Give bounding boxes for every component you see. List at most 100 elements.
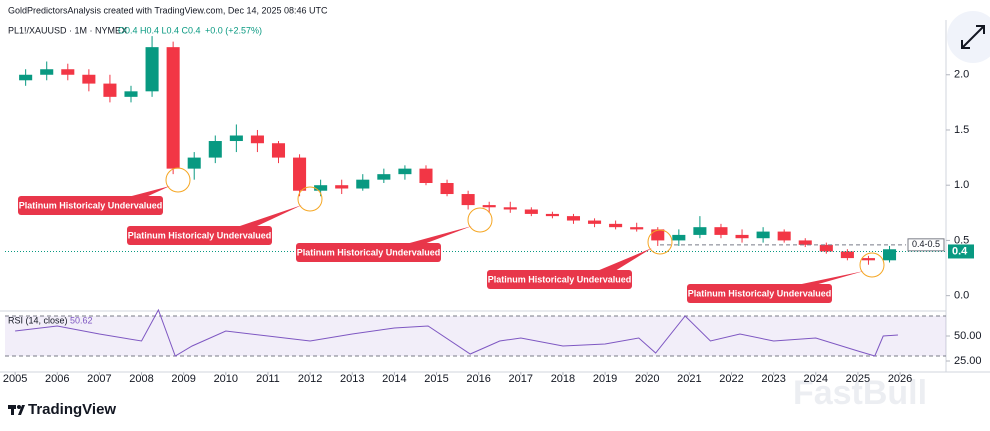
x-tick-label: 2005 <box>3 373 27 385</box>
candle-body <box>145 47 159 92</box>
candle-body <box>250 135 264 144</box>
candle-body <box>882 249 897 261</box>
candle-body <box>440 182 454 195</box>
callout-pointer <box>797 271 864 285</box>
candle-body <box>840 251 854 259</box>
candle-body <box>124 91 138 97</box>
candle-body <box>187 157 201 169</box>
candle-body <box>545 213 559 217</box>
current-price-label: 0.4 <box>952 245 968 257</box>
callout-box <box>487 270 632 289</box>
x-tick-label: 2012 <box>298 373 322 385</box>
candle-body <box>630 227 644 230</box>
x-tick-label: 2025 <box>846 373 870 385</box>
credit: GoldPredictorsAnalysis created with Trad… <box>8 5 328 15</box>
candle-body <box>651 229 665 241</box>
highlight-circle <box>859 252 885 278</box>
x-tick-label: 2015 <box>424 373 448 385</box>
candle-body <box>335 185 349 189</box>
callout-pointer <box>597 248 652 271</box>
rsi-band <box>5 316 946 356</box>
candle-body <box>861 258 875 261</box>
x-tick-label: 2022 <box>719 373 743 385</box>
candle-body <box>377 174 391 180</box>
logo-icon <box>8 405 25 415</box>
candle-body <box>229 135 243 142</box>
x-tick-label: 2013 <box>340 373 364 385</box>
fullscreen-button[interactable] <box>947 11 990 63</box>
callout-text: Platinum Historicaly Undervalued <box>128 230 272 240</box>
candle-body <box>735 234 749 239</box>
candle-body <box>103 83 117 97</box>
change: +0.0 (+2.57%) <box>205 25 262 35</box>
watermark: FastBull <box>793 374 927 412</box>
range-label: 0.4-0.5 <box>912 239 940 249</box>
x-tick-label: 2017 <box>509 373 533 385</box>
x-tick-label: 2007 <box>87 373 111 385</box>
rsi-title: RSI (14, close) <box>8 315 68 325</box>
candle-body <box>566 216 581 221</box>
candle-body <box>208 141 222 158</box>
x-tick-label: 2011 <box>256 373 280 385</box>
callout-box <box>18 196 163 215</box>
y-tick-label: 2.0 <box>954 69 969 81</box>
range-badge <box>907 238 945 252</box>
candle-body <box>503 207 517 210</box>
callout-text: Platinum Historicaly Undervalued <box>688 288 832 298</box>
callout-pointer <box>406 226 472 244</box>
x-tick-label: 2021 <box>677 373 701 385</box>
candle-body <box>756 231 770 239</box>
candle-body <box>588 220 602 224</box>
y-tick-label: 1.0 <box>954 179 969 191</box>
candle-body <box>524 209 538 214</box>
callout-box <box>687 284 832 303</box>
candle-body <box>609 223 623 228</box>
symbol: PL1!/XAUUSD · 1M · NYMEX <box>8 25 127 35</box>
candle-body <box>271 143 286 158</box>
candle-body <box>693 227 707 235</box>
current-price-badge <box>948 244 974 259</box>
candle-body <box>61 69 75 75</box>
x-tick-label: 2023 <box>761 373 785 385</box>
ohlc: O0.4 H0.4 L0.4 C0.4 <box>118 25 201 35</box>
candle-body <box>19 74 33 81</box>
x-tick-label: 2018 <box>551 373 575 385</box>
rsi-line <box>15 308 898 357</box>
callout-text: Platinum Historicaly Undervalued <box>488 274 632 284</box>
x-tick-label: 2026 <box>888 373 912 385</box>
highlight-circle <box>647 229 673 255</box>
candle-body <box>777 231 791 241</box>
rsi-value: 50.62 <box>70 315 93 325</box>
x-tick-label: 2009 <box>171 373 195 385</box>
x-tick-label: 2010 <box>214 373 238 385</box>
callout-text: Platinum Historicaly Undervalued <box>297 247 441 257</box>
candle-body <box>166 47 180 169</box>
candle-body <box>461 194 475 206</box>
candle-body <box>356 179 370 189</box>
logo-text: TradingView <box>28 401 116 418</box>
candle-body <box>293 157 307 191</box>
x-tick-label: 2024 <box>804 373 828 385</box>
y-tick-label: 25.00 <box>954 355 982 367</box>
callout-pointer <box>237 205 302 227</box>
candle-body <box>672 234 686 241</box>
y-tick-label: 50.00 <box>954 330 982 342</box>
y-tick-label: 0.0 <box>954 290 969 302</box>
callout-box <box>296 243 441 262</box>
candle-body <box>314 185 328 191</box>
candle-body <box>82 74 96 84</box>
x-tick-label: 2014 <box>382 373 406 385</box>
x-tick-label: 2020 <box>635 373 659 385</box>
x-tick-label: 2006 <box>45 373 69 385</box>
candle-body <box>482 205 496 208</box>
candle-body <box>398 168 412 175</box>
candle-body <box>40 69 54 75</box>
x-tick-label: 2016 <box>466 373 490 385</box>
x-tick-label: 2019 <box>593 373 617 385</box>
x-tick-label: 2008 <box>129 373 153 385</box>
highlight-circle <box>467 207 493 233</box>
highlight-circle <box>165 167 191 193</box>
y-tick-label: 0.5 <box>954 234 969 246</box>
